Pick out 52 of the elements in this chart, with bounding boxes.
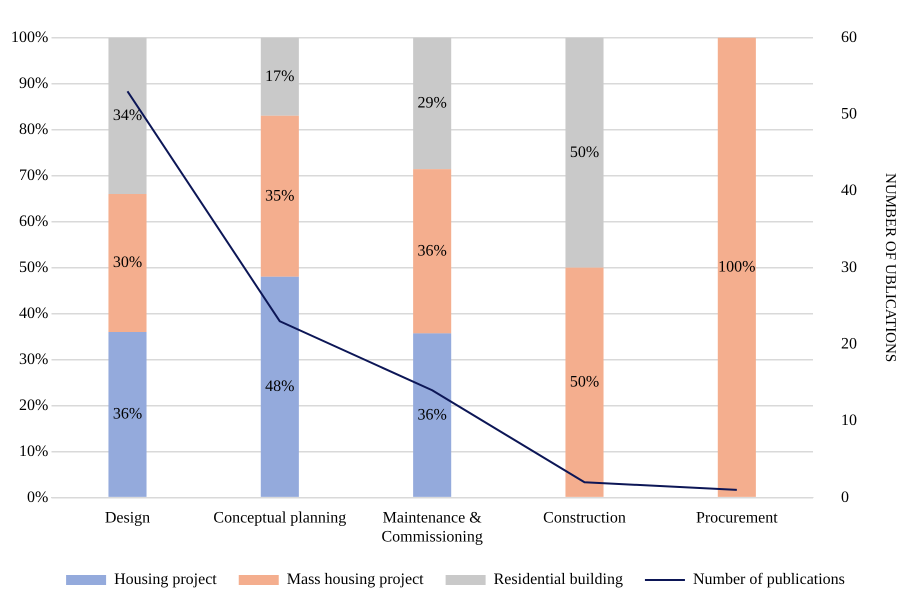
bar (260, 276, 299, 497)
data-label: 36% (418, 242, 447, 260)
bar (108, 194, 147, 332)
data-label: 48% (265, 378, 294, 396)
x-tick-label: Design (104, 509, 150, 526)
y-tick-label: 10% (19, 442, 48, 460)
data-label: 36% (418, 406, 447, 424)
data-label: 36% (112, 406, 142, 423)
x-tick-label: Maintenance & Commissioning (381, 509, 483, 546)
y2-tick-label: 60 (841, 28, 857, 46)
data-label: 17% (265, 68, 294, 85)
y2-axis-title: NUMBER OF UBLICATIONS (882, 173, 898, 362)
y2-tick-label: 50 (841, 105, 857, 122)
data-label: 34% (112, 107, 142, 124)
bar (260, 38, 299, 116)
y-tick-label: 40% (19, 304, 48, 322)
bar (108, 38, 147, 194)
bar (108, 332, 147, 497)
data-label: 100% (718, 258, 756, 276)
y2-tick-label: 20 (841, 335, 857, 352)
y-tick-label: 20% (19, 396, 48, 414)
bar (413, 333, 452, 497)
y-tick-label: 30% (19, 350, 48, 368)
data-label: 29% (418, 94, 447, 112)
bar (565, 38, 604, 268)
legend-label: Mass housing project (286, 571, 424, 588)
bar (260, 116, 299, 277)
y-tick-label: 60% (19, 212, 48, 230)
data-label: 35% (265, 188, 294, 205)
y-tick-label: 80% (19, 120, 48, 138)
y-tick-label: 0% (27, 488, 48, 506)
legend-label: Residential building (494, 571, 623, 588)
y2-tick-label: 40 (841, 182, 857, 200)
data-label: 50% (570, 373, 600, 390)
y2-tick-label: 30 (841, 258, 857, 276)
y-tick-label: 70% (19, 166, 48, 184)
x-tick-label: Conceptual planning (213, 509, 346, 526)
bar (565, 268, 604, 497)
bar (413, 38, 452, 170)
legend-label: Number of publications (692, 571, 845, 588)
y-tick-label: 50% (19, 258, 48, 276)
x-tick-label: Construction (543, 509, 626, 526)
y-tick-label: 90% (19, 74, 48, 92)
bar (413, 169, 452, 334)
data-label: 50% (570, 144, 600, 161)
y2-tick-label: 10 (841, 412, 857, 430)
bar (718, 38, 756, 497)
x-tick-label: Procurement (696, 509, 778, 526)
data-label: 30% (112, 254, 142, 272)
y-tick-label: 100% (11, 28, 48, 46)
y2-tick-label: 0 (841, 488, 849, 506)
legend-label: Housing project (114, 571, 218, 588)
